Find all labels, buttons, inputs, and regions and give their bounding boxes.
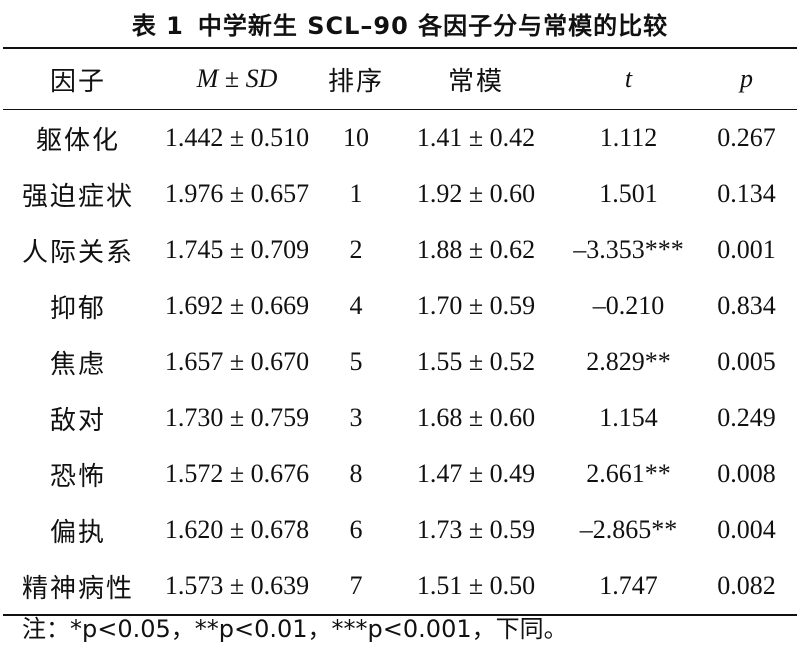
t-cell: 1.112 — [599, 123, 658, 152]
table-row: 偏执 1.620 ± 0.678 6 1.73 ± 0.59 –2.865** … — [3, 502, 797, 558]
p-cell: 0.834 — [717, 291, 776, 320]
table-title: 中学新生 SCL–90 各因子分与常模的比较 — [197, 12, 669, 40]
msd-cell: 1.730 ± 0.759 — [164, 403, 310, 432]
col-header-factor: 因子 — [49, 66, 106, 97]
norm-cell: 1.88 ± 0.62 — [416, 235, 536, 264]
col-header-msd: M ± SD — [196, 64, 278, 93]
msd-cell: 1.657 ± 0.670 — [164, 347, 310, 376]
t-cell: –0.210 — [592, 291, 665, 320]
rank-cell: 8 — [349, 459, 363, 488]
factor-cell: 恐怖 — [49, 461, 106, 492]
rank-cell: 5 — [349, 347, 363, 376]
factor-cell: 焦虑 — [49, 349, 106, 380]
msd-cell: 1.976 ± 0.657 — [164, 179, 310, 208]
rank-cell: 7 — [349, 571, 363, 600]
msd-cell: 1.573 ± 0.639 — [164, 571, 310, 600]
p-cell: 0.134 — [717, 179, 776, 208]
norm-cell: 1.51 ± 0.50 — [416, 571, 536, 600]
rank-cell: 10 — [343, 123, 369, 152]
t-cell: –2.865** — [579, 515, 678, 544]
t-cell: 1.154 — [599, 403, 658, 432]
table-row: 敌对 1.730 ± 0.759 3 1.68 ± 0.60 1.154 0.2… — [3, 390, 797, 446]
table-row: 抑郁 1.692 ± 0.669 4 1.70 ± 0.59 –0.210 0.… — [3, 278, 797, 334]
norm-cell: 1.92 ± 0.60 — [416, 179, 536, 208]
rank-cell: 2 — [349, 235, 363, 264]
p-cell: 0.267 — [717, 123, 776, 152]
p-cell: 0.008 — [717, 459, 776, 488]
table-row: 人际关系 1.745 ± 0.709 2 1.88 ± 0.62 –3.353*… — [3, 222, 797, 278]
table-number: 表 1 — [131, 12, 184, 40]
norm-cell: 1.70 ± 0.59 — [416, 291, 536, 320]
table-row: 恐怖 1.572 ± 0.676 8 1.47 ± 0.49 2.661** 0… — [3, 446, 797, 502]
p-cell: 0.082 — [717, 571, 776, 600]
table-row: 焦虑 1.657 ± 0.670 5 1.55 ± 0.52 2.829** 0… — [3, 334, 797, 390]
norm-cell: 1.41 ± 0.42 — [416, 123, 536, 152]
t-cell: –3.353*** — [573, 235, 684, 264]
factor-cell: 人际关系 — [21, 237, 134, 268]
p-cell: 0.001 — [717, 235, 776, 264]
factor-cell: 抑郁 — [49, 293, 106, 324]
t-cell: 1.747 — [599, 571, 658, 600]
rank-cell: 4 — [349, 291, 363, 320]
t-cell: 1.501 — [599, 179, 658, 208]
msd-cell: 1.572 ± 0.676 — [164, 459, 310, 488]
factor-cell: 精神病性 — [21, 573, 134, 604]
table-row: 躯体化 1.442 ± 0.510 10 1.41 ± 0.42 1.112 0… — [3, 110, 797, 167]
t-cell: 2.661** — [586, 459, 671, 488]
table-footnote: 注：*p<0.05，**p<0.01，***p<0.001，下同。 — [22, 615, 568, 643]
table-caption: 表 1 中学新生 SCL–90 各因子分与常模的比较 — [0, 6, 800, 46]
col-header-norm: 常模 — [447, 66, 504, 97]
msd-cell: 1.620 ± 0.678 — [164, 515, 310, 544]
p-cell: 0.004 — [717, 515, 776, 544]
msd-cell: 1.442 ± 0.510 — [164, 123, 310, 152]
p-cell: 0.005 — [717, 347, 776, 376]
norm-cell: 1.68 ± 0.60 — [416, 403, 536, 432]
factor-cell: 偏执 — [49, 517, 106, 548]
table-row: 精神病性 1.573 ± 0.639 7 1.51 ± 0.50 1.747 0… — [3, 558, 797, 615]
col-header-p: p — [740, 64, 753, 93]
scl90-comparison-table: 因子 M ± SD 排序 常模 t p 躯体化 1.442 ± 0.510 10… — [3, 47, 797, 616]
table-row: 强迫症状 1.976 ± 0.657 1 1.92 ± 0.60 1.501 0… — [3, 166, 797, 222]
p-cell: 0.249 — [717, 403, 776, 432]
col-header-t: t — [624, 64, 633, 93]
rank-cell: 1 — [349, 179, 363, 208]
table-header-row: 因子 M ± SD 排序 常模 t p — [3, 48, 797, 110]
col-header-rank: 排序 — [327, 66, 384, 97]
rank-cell: 3 — [349, 403, 363, 432]
t-cell: 2.829** — [586, 347, 671, 376]
norm-cell: 1.47 ± 0.49 — [416, 459, 536, 488]
norm-cell: 1.55 ± 0.52 — [416, 347, 536, 376]
factor-cell: 躯体化 — [35, 125, 120, 156]
msd-cell: 1.745 ± 0.709 — [164, 235, 310, 264]
norm-cell: 1.73 ± 0.59 — [416, 515, 536, 544]
factor-cell: 强迫症状 — [21, 181, 134, 212]
msd-cell: 1.692 ± 0.669 — [164, 291, 310, 320]
factor-cell: 敌对 — [49, 405, 106, 436]
rank-cell: 6 — [349, 515, 363, 544]
